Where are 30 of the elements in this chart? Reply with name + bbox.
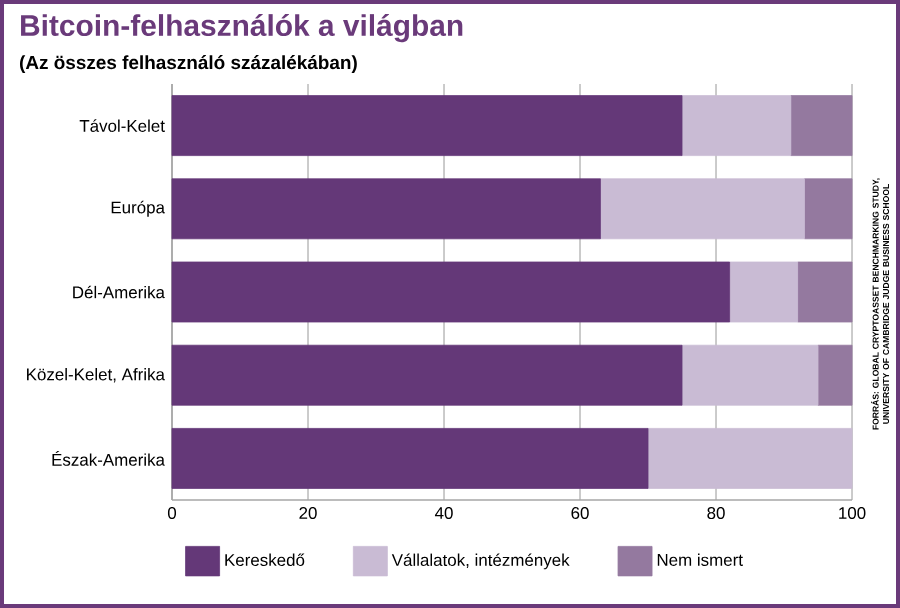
bar — [797, 261, 853, 323]
bar — [790, 95, 853, 156]
y-tick-label: Észak-Amerika — [52, 450, 165, 466]
bar — [600, 178, 805, 240]
x-tick-label: 100 — [839, 507, 866, 520]
bar — [804, 178, 853, 240]
x-tick-label: 80 — [707, 507, 725, 520]
y-tick-label: Távol-Kelet — [79, 119, 165, 132]
x-tick-label: 60 — [571, 507, 589, 520]
x-tick-label: 20 — [299, 507, 317, 520]
bar — [681, 95, 792, 156]
bar — [171, 428, 649, 489]
bar — [817, 344, 853, 406]
bar — [171, 178, 601, 240]
y-tick-label: Európa — [111, 200, 165, 217]
y-tick-label: Dél-Amerika — [73, 285, 165, 299]
chart-title: Bitcoin-felhasználók a világban — [21, 13, 463, 43]
bar — [729, 261, 799, 323]
bar — [171, 261, 731, 323]
x-tick-label: 0 — [167, 507, 177, 520]
bar — [681, 344, 819, 406]
bar — [171, 95, 683, 156]
bar — [171, 344, 683, 406]
x-tick-label: 40 — [434, 507, 453, 520]
legend-label: Nem ismert — [657, 553, 743, 566]
legend-label: Kereskedő — [225, 553, 305, 567]
chart-subtitle: (Az összes felhasználó százalékában) — [19, 55, 357, 73]
legend-label: Vállalatok, intézmények — [391, 553, 570, 570]
bar — [647, 428, 853, 489]
y-tick-label: Közel-Kelet, Afrika — [27, 367, 165, 383]
